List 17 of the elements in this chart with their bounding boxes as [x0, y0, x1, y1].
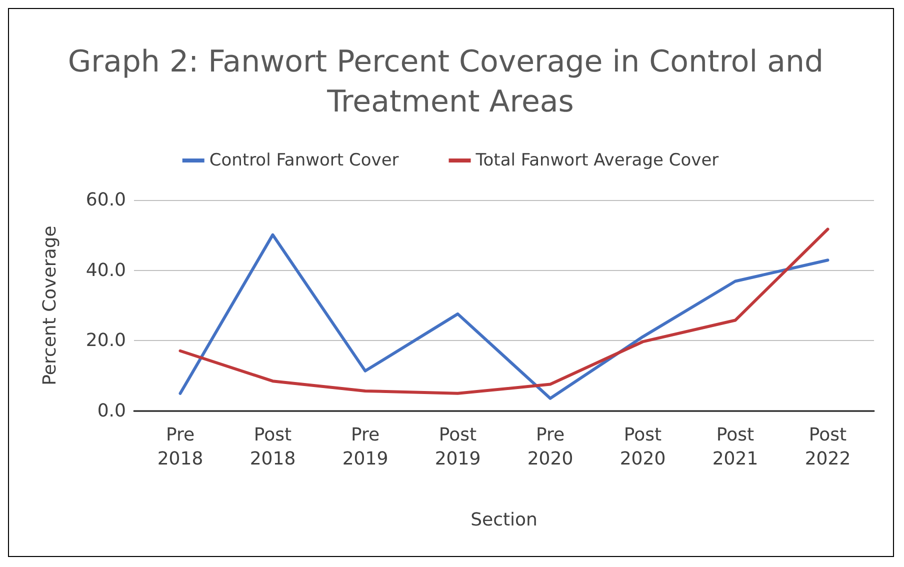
- y-tick-label: 0.0: [97, 400, 126, 422]
- y-axis-title: Percent Coverage: [40, 226, 60, 386]
- x-tick-label: Post 2020: [620, 424, 666, 470]
- x-tick-label: Post 2019: [434, 424, 481, 470]
- x-tick-label: Post 2021: [712, 424, 758, 470]
- x-tick-label: Post 2022: [804, 424, 851, 470]
- chart-title: Graph 2: Fanwort Percent Coverage in Control and Treatment Areas: [68, 44, 834, 120]
- legend-label: Total Fanwort Average Cover: [474, 150, 719, 170]
- y-tick-label: 40.0: [86, 260, 126, 281]
- x-axis-title: Section: [470, 510, 538, 530]
- x-tick-label: Pre 2018: [157, 424, 204, 470]
- legend-label: Control Fanwort Cover: [209, 150, 399, 170]
- x-tick-label: Pre 2020: [527, 424, 574, 470]
- y-tick-label: 60.0: [86, 190, 126, 210]
- y-tick-label: 20.0: [86, 330, 126, 352]
- x-tick-label: Pre 2019: [342, 424, 388, 470]
- x-tick-label: Post 2018: [250, 424, 296, 470]
